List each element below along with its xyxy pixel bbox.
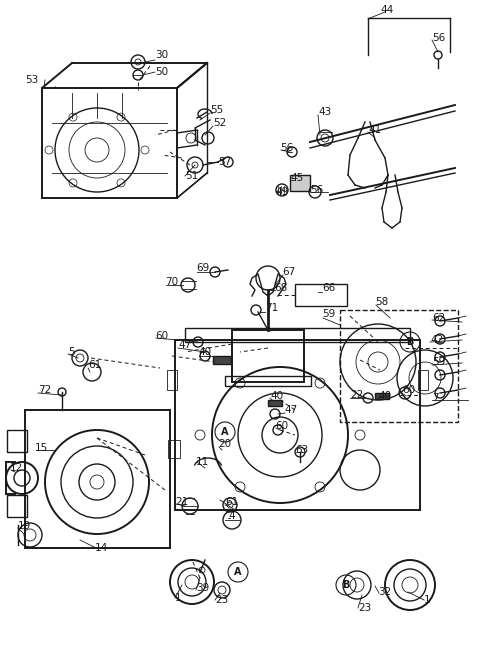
Text: B: B	[406, 337, 414, 347]
Text: 15: 15	[35, 443, 48, 453]
Text: 62: 62	[432, 313, 445, 323]
Text: 56: 56	[310, 185, 323, 195]
Text: 60: 60	[155, 331, 168, 341]
Text: 59: 59	[432, 357, 445, 367]
Text: 59: 59	[322, 309, 335, 319]
Text: 32: 32	[378, 587, 391, 597]
Text: 72: 72	[38, 385, 51, 395]
Text: 47: 47	[178, 340, 191, 350]
Text: 21: 21	[175, 497, 188, 507]
Text: 1: 1	[424, 595, 431, 605]
Bar	[7, 495, 27, 517]
Text: 42: 42	[430, 335, 443, 345]
Text: 43: 43	[318, 107, 331, 117]
Text: 71: 71	[265, 303, 278, 313]
Text: A: A	[221, 427, 229, 437]
Text: 30: 30	[155, 50, 168, 60]
Bar	[168, 440, 180, 458]
Bar	[213, 356, 231, 364]
Text: 22: 22	[350, 390, 363, 400]
Text: 58: 58	[375, 297, 388, 307]
Text: 70: 70	[165, 277, 178, 287]
Text: 49: 49	[275, 187, 288, 197]
Text: 55: 55	[210, 105, 223, 115]
Text: 56: 56	[280, 143, 293, 153]
Text: 52: 52	[213, 118, 226, 128]
Bar	[185, 328, 410, 342]
Bar	[340, 310, 458, 422]
Text: 14: 14	[95, 543, 108, 553]
Text: 60: 60	[402, 385, 415, 395]
Text: 19: 19	[18, 521, 31, 531]
Bar	[7, 430, 27, 452]
Text: 47: 47	[284, 405, 297, 415]
Text: 69: 69	[196, 263, 209, 273]
Text: 40: 40	[270, 391, 283, 401]
Bar	[225, 376, 311, 386]
Text: 23: 23	[358, 603, 371, 613]
Text: 61: 61	[88, 360, 101, 370]
Text: 61: 61	[225, 497, 238, 507]
Text: 1: 1	[175, 593, 181, 603]
Text: 56: 56	[432, 33, 445, 43]
Text: 60: 60	[275, 421, 288, 431]
Text: 40: 40	[378, 391, 391, 401]
Bar	[232, 330, 304, 382]
Text: 20: 20	[218, 439, 231, 449]
Text: 66: 66	[322, 283, 335, 293]
Bar	[167, 370, 177, 390]
Text: 44: 44	[380, 5, 393, 15]
Text: 41: 41	[368, 125, 381, 135]
Bar	[175, 340, 420, 510]
Text: 50: 50	[155, 67, 168, 77]
Text: 40: 40	[198, 347, 211, 357]
Bar	[375, 393, 389, 399]
Text: 67: 67	[282, 267, 295, 277]
Text: 68: 68	[274, 283, 287, 293]
Text: 5: 5	[68, 347, 74, 357]
Bar	[25, 410, 170, 548]
Text: 39: 39	[196, 583, 209, 593]
Text: 57: 57	[218, 157, 231, 167]
Text: 45: 45	[290, 173, 303, 183]
Bar	[295, 284, 347, 306]
Bar	[268, 400, 282, 406]
Text: 7: 7	[432, 393, 439, 403]
Text: 12: 12	[10, 463, 23, 473]
Text: 51: 51	[185, 171, 198, 181]
Bar	[418, 370, 428, 390]
Text: 11: 11	[196, 457, 209, 467]
Text: 53: 53	[25, 75, 38, 85]
Bar	[290, 175, 310, 191]
Text: 23: 23	[215, 595, 228, 605]
Text: 4: 4	[228, 511, 235, 521]
Text: 63: 63	[295, 445, 308, 455]
Text: B: B	[342, 580, 350, 590]
Text: A: A	[234, 567, 242, 577]
